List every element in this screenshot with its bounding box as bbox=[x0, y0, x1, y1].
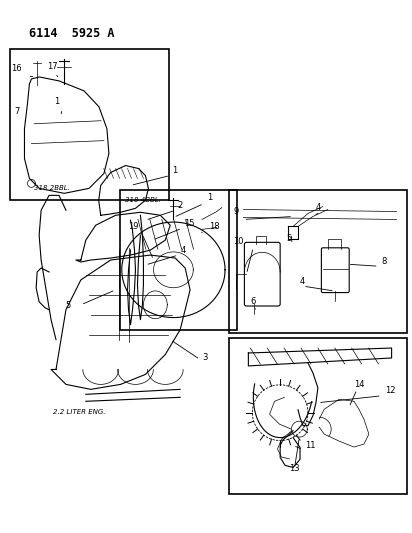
Text: 13: 13 bbox=[290, 464, 300, 473]
Text: 16: 16 bbox=[12, 64, 22, 73]
Text: 17: 17 bbox=[47, 62, 58, 71]
Text: 3: 3 bbox=[202, 352, 207, 361]
Text: 7: 7 bbox=[14, 107, 20, 116]
Text: 18: 18 bbox=[209, 222, 220, 231]
Text: 11: 11 bbox=[305, 440, 316, 449]
Text: 12: 12 bbox=[385, 386, 395, 395]
Text: 19: 19 bbox=[128, 222, 138, 231]
Bar bbox=[120, 190, 236, 330]
Text: 2.2 LITER ENG.: 2.2 LITER ENG. bbox=[53, 409, 105, 415]
Text: 6: 6 bbox=[250, 297, 256, 306]
Bar bbox=[9, 49, 169, 200]
Text: 5: 5 bbox=[286, 235, 291, 244]
Text: 4: 4 bbox=[300, 277, 305, 286]
Bar bbox=[229, 190, 407, 333]
Text: 1: 1 bbox=[207, 192, 212, 201]
Text: 8: 8 bbox=[382, 257, 387, 266]
Text: 15: 15 bbox=[184, 219, 194, 228]
Text: 1: 1 bbox=[172, 166, 178, 175]
Text: 1: 1 bbox=[54, 97, 59, 106]
Text: 5: 5 bbox=[65, 301, 70, 310]
Text: 4: 4 bbox=[180, 246, 185, 255]
Text: 4: 4 bbox=[316, 203, 321, 212]
Text: 9: 9 bbox=[234, 207, 239, 216]
Text: 10: 10 bbox=[234, 237, 244, 246]
Text: 318 2BBL.: 318 2BBL. bbox=[35, 185, 70, 191]
Text: 6114  5925 A: 6114 5925 A bbox=[29, 27, 115, 40]
Text: 14: 14 bbox=[354, 381, 365, 390]
Text: 318 4BBL.: 318 4BBL. bbox=[125, 197, 161, 203]
Bar bbox=[229, 338, 407, 495]
Text: 2: 2 bbox=[177, 201, 183, 211]
